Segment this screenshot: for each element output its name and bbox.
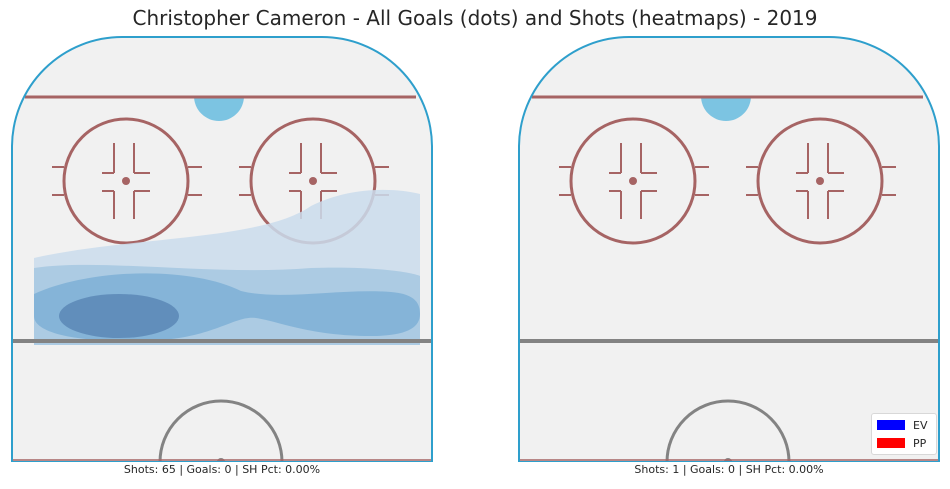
rink-right: [518, 36, 940, 462]
legend-item-ev: EV: [877, 418, 927, 432]
rink-boards-left: [11, 36, 433, 462]
stats-left: Shots: 65 | Goals: 0 | SH Pct: 0.00%: [123, 463, 321, 476]
legend-label-pp: PP: [913, 436, 927, 450]
faceoff-circle-left-left: [62, 117, 190, 245]
legend-item-pp: PP: [877, 436, 926, 450]
rink-right-svg: [518, 36, 940, 462]
faceoff-dot-right-right: [816, 177, 824, 185]
faceoff-dot-left-left: [122, 177, 130, 185]
chart-title: Christopher Cameron - All Goals (dots) a…: [132, 6, 818, 30]
faceoff-dot-right-left: [629, 177, 637, 185]
faceoff-circle-right-right: [756, 117, 884, 245]
faceoff-circle-right-left: [569, 117, 697, 245]
rink-boards-right: [518, 36, 940, 462]
legend: EV PP: [871, 413, 937, 455]
legend-swatch-ev: [877, 420, 905, 430]
center-circle-right: [665, 399, 791, 462]
stats-right: Shots: 1 | Goals: 0 | SH Pct: 0.00%: [634, 463, 824, 476]
legend-swatch-pp: [877, 438, 905, 448]
rink-ice-right: [519, 37, 939, 462]
goal-crease-right: [701, 96, 751, 121]
legend-label-ev: EV: [913, 418, 928, 432]
center-circle-left: [158, 399, 284, 462]
faceoff-dot-left-right: [309, 177, 317, 185]
heatmap-level-4: [59, 294, 179, 338]
goal-crease-left: [194, 96, 244, 121]
rink-left: [11, 36, 433, 462]
rink-left-svg: [11, 36, 433, 462]
